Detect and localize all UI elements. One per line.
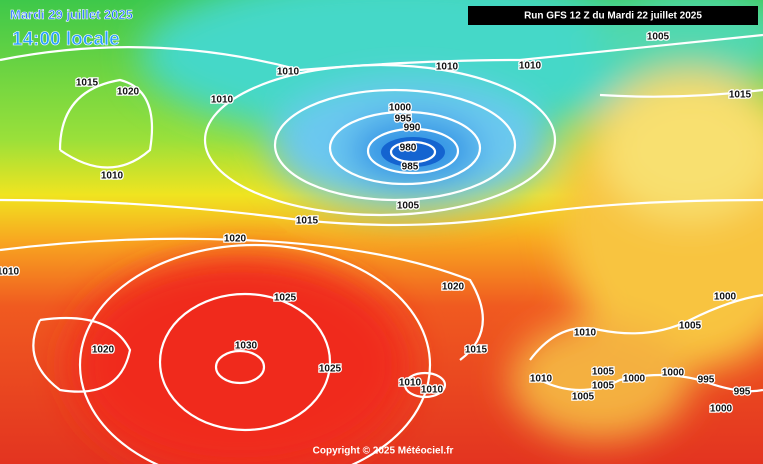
isobar-label: 995 <box>698 375 715 386</box>
run-box <box>468 6 758 25</box>
isobar-label: 1010 <box>399 378 422 389</box>
isobar-label: 1005 <box>592 367 615 378</box>
isobar-label: 1000 <box>623 374 646 385</box>
isobar-label: 1015 <box>465 345 488 356</box>
isobar-label: 1020 <box>117 87 140 98</box>
isobar-label: 1005 <box>572 392 595 403</box>
isobar-label: 1010 <box>436 62 459 73</box>
isobar-label: 1010 <box>530 374 553 385</box>
isobar-label: 1020 <box>442 282 465 293</box>
isobar-label: 995 <box>395 114 412 125</box>
isobar-label: 1010 <box>519 61 542 72</box>
isobar-label: 1015 <box>729 90 752 101</box>
isobar-label: 1025 <box>274 293 297 304</box>
isobar-label: 1025 <box>319 364 342 375</box>
isobar-label: 1015 <box>76 78 99 89</box>
isobar-label: 1000 <box>714 292 737 303</box>
copyright: Copyright © 2025 Météociel.fr <box>313 446 454 457</box>
isobar-label: 1005 <box>647 32 670 43</box>
isobar-label: 1030 <box>235 341 258 352</box>
isobar-label: 1005 <box>592 381 615 392</box>
isobar-label: 1005 <box>679 321 702 332</box>
isobar-label: 980 <box>400 143 417 154</box>
isobar-label: 1010 <box>421 385 444 396</box>
isobar-label: 1000 <box>662 368 685 379</box>
isobar-label: 1010 <box>277 67 300 78</box>
run-info: Run GFS 12 Z du Mardi 22 juillet 2025 <box>524 11 702 22</box>
isobar-label: 990 <box>404 123 421 134</box>
local-time: 14:00 locale <box>12 29 120 50</box>
isobars <box>0 33 763 464</box>
isobar-label: 995 <box>734 387 751 398</box>
isobar-label: 1010 <box>574 328 597 339</box>
isobar-label: 985 <box>402 162 419 173</box>
date: Mardi 29 juillet 2025 <box>10 7 133 22</box>
isobar-label: 1010 <box>0 267 20 278</box>
isobar-label: 1000 <box>710 404 733 415</box>
isobar-label: 1000 <box>389 103 412 114</box>
isobar-label: 1010 <box>101 171 124 182</box>
isobar-label: 1020 <box>92 345 115 356</box>
isobar-label: 1015 <box>296 216 319 227</box>
isobar-label: 1005 <box>397 201 420 212</box>
isobar-label: 1020 <box>224 234 247 245</box>
isobar-label: 1010 <box>211 95 234 106</box>
